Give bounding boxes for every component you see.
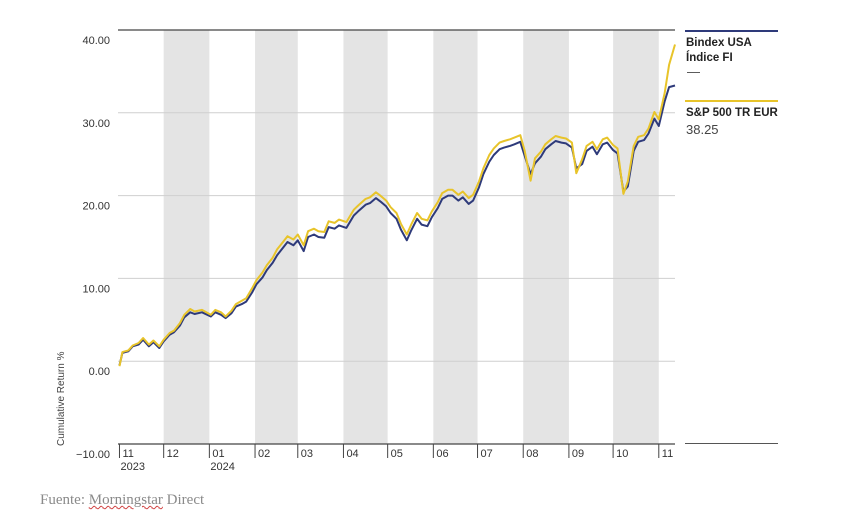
series-line-1	[118, 44, 676, 367]
y-tick-label-5: −10.00	[76, 449, 110, 461]
x-tick-label-8: 07	[481, 448, 493, 460]
legend-swatch-bindex	[685, 30, 778, 32]
x-tick-label-4: 03	[301, 448, 313, 460]
legend-label-sp500: S&P 500 TR EUR	[686, 107, 778, 119]
x-tick-label-11: 10	[616, 448, 628, 460]
x-tick-label-5: 04	[346, 448, 358, 460]
shaded-band-0	[163, 30, 210, 444]
series-lines	[118, 44, 676, 367]
shaded-band-4	[523, 30, 569, 444]
y-tick-label-4: 0.00	[89, 366, 110, 378]
gridlines	[118, 29, 675, 445]
x-tick-label-1: 12	[167, 448, 179, 460]
x-tick-label-2: 01	[212, 448, 224, 460]
series-line-0	[118, 84, 676, 366]
source-name: Morningstar	[88, 492, 163, 508]
shaded-band-3	[433, 30, 478, 444]
legend-value-sp500: 38.25	[686, 122, 719, 137]
x-tick-label-6: 05	[391, 448, 403, 460]
shaded-band-5	[613, 30, 659, 444]
legend-swatch-sp500	[685, 100, 778, 102]
month-shading	[163, 30, 659, 444]
x-tick-label-9: 08	[526, 448, 538, 460]
x-tick-year-0: 2023	[120, 461, 144, 473]
y-tick-label-1: 30.00	[82, 118, 110, 130]
y-tick-label-3: 10.00	[82, 283, 110, 295]
y-tick-label-0: 40.00	[82, 35, 110, 47]
x-tick-label-3: 02	[258, 448, 270, 460]
source-prefix: Fuente:	[40, 492, 89, 508]
legend-bottom-rule	[685, 443, 778, 444]
source-suffix: Direct	[162, 492, 205, 508]
source-note: Fuente: Morningstar Direct	[40, 492, 204, 509]
legend-value-bindex: —	[687, 64, 700, 79]
y-axis-title: Cumulative Return %	[56, 351, 67, 446]
x-tick-label-0: 11	[122, 448, 133, 460]
shaded-band-1	[255, 30, 298, 444]
x-tick-label-12: 11	[662, 448, 673, 460]
y-axis-ticks: 40.00 30.00 20.00 10.00 0.00 −10.00	[76, 35, 110, 461]
x-tick-label-7: 06	[436, 448, 448, 460]
legend-label-bindex: Bindex USA Índice FI	[686, 37, 752, 64]
x-tick-label-10: 09	[572, 448, 584, 460]
y-tick-label-2: 20.00	[82, 201, 110, 213]
x-tick-year-2: 2024	[210, 461, 234, 473]
shaded-band-2	[343, 30, 388, 444]
